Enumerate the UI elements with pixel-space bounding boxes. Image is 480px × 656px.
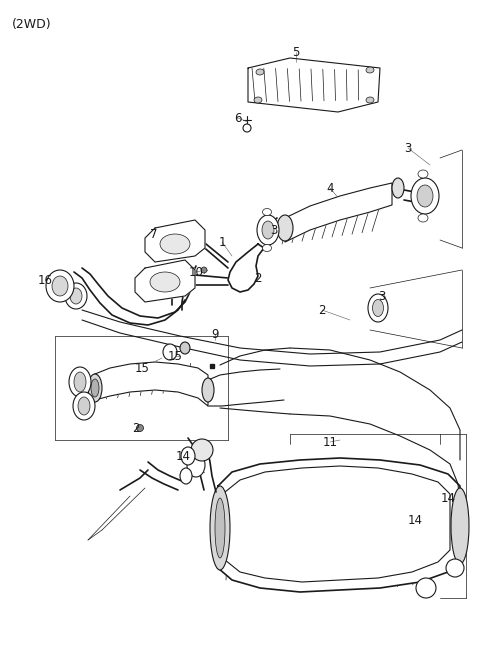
Polygon shape (218, 458, 460, 592)
Ellipse shape (366, 67, 374, 73)
Text: 2: 2 (318, 304, 326, 316)
Text: 3: 3 (270, 224, 278, 237)
Ellipse shape (418, 170, 428, 178)
Text: 3: 3 (404, 142, 412, 155)
Ellipse shape (411, 178, 439, 214)
Ellipse shape (181, 447, 195, 465)
Text: 15: 15 (168, 350, 182, 363)
Ellipse shape (263, 209, 272, 216)
Text: (2WD): (2WD) (12, 18, 52, 31)
Text: 5: 5 (292, 45, 300, 58)
Ellipse shape (52, 276, 68, 296)
Ellipse shape (243, 124, 251, 132)
Ellipse shape (78, 397, 90, 415)
Ellipse shape (392, 178, 404, 198)
Text: 2: 2 (132, 422, 140, 434)
Text: 2: 2 (254, 272, 262, 285)
Polygon shape (228, 244, 264, 292)
Ellipse shape (191, 439, 213, 461)
Polygon shape (135, 260, 195, 302)
Ellipse shape (263, 245, 272, 251)
Ellipse shape (150, 272, 180, 292)
Polygon shape (285, 183, 392, 242)
Ellipse shape (163, 344, 177, 360)
Ellipse shape (277, 215, 293, 241)
Ellipse shape (88, 374, 102, 402)
Text: 16: 16 (37, 274, 52, 287)
Ellipse shape (74, 372, 86, 392)
Ellipse shape (215, 498, 225, 558)
Ellipse shape (180, 468, 192, 484)
Text: 9: 9 (211, 327, 219, 340)
Ellipse shape (202, 378, 214, 402)
Text: 14: 14 (408, 514, 422, 527)
Text: 10: 10 (189, 266, 204, 279)
Text: 7: 7 (150, 228, 158, 241)
Text: 14: 14 (176, 449, 191, 462)
Polygon shape (248, 58, 380, 112)
Ellipse shape (69, 367, 91, 397)
Ellipse shape (446, 559, 464, 577)
Polygon shape (145, 220, 205, 262)
Text: 15: 15 (134, 361, 149, 375)
Ellipse shape (70, 288, 82, 304)
Ellipse shape (417, 185, 433, 207)
Ellipse shape (257, 215, 279, 245)
Ellipse shape (187, 453, 205, 477)
Ellipse shape (451, 488, 469, 564)
Ellipse shape (256, 69, 264, 75)
Ellipse shape (73, 392, 95, 420)
Ellipse shape (262, 221, 274, 239)
Polygon shape (95, 362, 208, 406)
Ellipse shape (65, 283, 87, 309)
Ellipse shape (254, 97, 262, 103)
Ellipse shape (368, 294, 388, 322)
Ellipse shape (46, 270, 74, 302)
Ellipse shape (416, 578, 436, 598)
Ellipse shape (91, 379, 99, 397)
Ellipse shape (180, 342, 190, 354)
Text: 11: 11 (323, 436, 337, 449)
Ellipse shape (210, 486, 230, 570)
Text: 1: 1 (218, 236, 226, 249)
Ellipse shape (136, 424, 144, 432)
Ellipse shape (366, 97, 374, 103)
Text: 6: 6 (234, 112, 242, 125)
Ellipse shape (160, 234, 190, 254)
Ellipse shape (201, 267, 207, 273)
Text: 3: 3 (378, 289, 386, 302)
Text: 4: 4 (326, 182, 334, 194)
Ellipse shape (372, 300, 384, 316)
Text: 14: 14 (441, 491, 456, 504)
Ellipse shape (418, 214, 428, 222)
